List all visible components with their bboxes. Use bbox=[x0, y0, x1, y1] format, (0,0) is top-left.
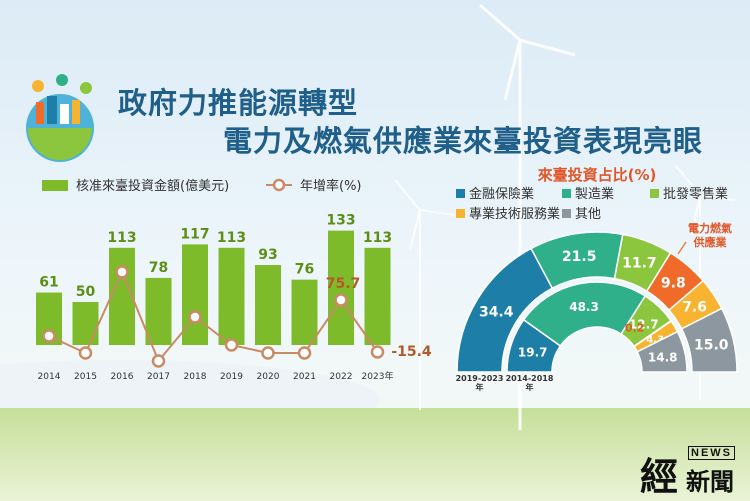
bar-2017 bbox=[145, 277, 172, 345]
x-tick-2020: 2020 bbox=[257, 372, 280, 382]
donut-legend-swatch-0 bbox=[456, 189, 465, 198]
bar-label-2017: 78 bbox=[149, 260, 168, 276]
x-tick-2017: 2017 bbox=[147, 372, 170, 382]
donut-seg-label-1-5: 14.8 bbox=[648, 350, 678, 364]
donut-seg-label-1-0: 19.7 bbox=[518, 345, 548, 359]
donut-legend-swatch-1 bbox=[562, 189, 571, 198]
callout-bracket bbox=[677, 241, 687, 255]
bar-label-2016: 113 bbox=[107, 230, 136, 246]
bar-2015 bbox=[72, 302, 99, 345]
donut-seg-label-1-3: 0.2 bbox=[625, 322, 645, 335]
donut-seg-label-0-2: 11.7 bbox=[622, 255, 657, 271]
donut-seg-label-1-4: 4.3 bbox=[646, 335, 664, 346]
rate-marker-2021 bbox=[297, 346, 312, 360]
bar-label-2022: 133 bbox=[326, 213, 355, 229]
bar-label-2023年: 113 bbox=[363, 230, 392, 246]
donut-seg-label-0-3: 9.8 bbox=[661, 276, 686, 292]
rate-label-2023: -15.4 bbox=[391, 344, 432, 360]
rate-marker-2019 bbox=[224, 338, 239, 352]
bar-2022 bbox=[328, 230, 354, 345]
rate-marker-2017 bbox=[151, 354, 166, 368]
donut-title: 來臺投資占比(%) bbox=[538, 166, 657, 184]
ring-label-1-line1: 2014-2018 bbox=[506, 374, 554, 383]
title-line-1: 政府力推能源轉型 bbox=[118, 86, 359, 120]
donut-seg-1-1 bbox=[522, 281, 647, 347]
callout-line1: 電力燃氣 bbox=[688, 221, 732, 235]
donut-seg-label-0-0: 34.4 bbox=[479, 305, 514, 321]
rate-line bbox=[48, 269, 379, 363]
logo-main-char: 經 bbox=[640, 454, 679, 499]
donut-seg-1-5 bbox=[636, 330, 688, 373]
ring-label-1-line2: 年 bbox=[526, 382, 534, 392]
donut-seg-label-0-1: 21.5 bbox=[562, 249, 597, 265]
legend-swatch-bars bbox=[42, 180, 68, 191]
donut-legend-swatch-3 bbox=[456, 209, 465, 218]
logo-sub-text: 新聞 bbox=[686, 467, 734, 496]
donut-legend-label-1: 製造業 bbox=[575, 186, 614, 202]
bar-label-2019: 113 bbox=[217, 230, 246, 246]
rate-marker-2016 bbox=[115, 265, 129, 279]
rate-marker-2015 bbox=[78, 346, 93, 360]
rate-marker-2023年 bbox=[370, 345, 385, 359]
legend-label-bars: 核准來臺投資金額(億美元) bbox=[76, 178, 229, 194]
news-logo: 經 NEWS 新聞 bbox=[640, 440, 745, 499]
bar-2020 bbox=[255, 265, 281, 345]
rate-marker-2014 bbox=[42, 329, 56, 343]
ring-label-0-line2: 年 bbox=[476, 382, 484, 392]
x-tick-2014: 2014 bbox=[38, 372, 61, 382]
donut-legend-label-2: 批發零售業 bbox=[663, 186, 728, 202]
globe-city-icon bbox=[26, 74, 94, 162]
bar-label-2015: 50 bbox=[76, 284, 96, 300]
x-tick-2022: 2022 bbox=[330, 372, 353, 382]
x-tick-2023年: 2023年 bbox=[362, 370, 394, 382]
callout-line2: 供應業 bbox=[693, 235, 728, 249]
x-tick-2021: 2021 bbox=[293, 372, 316, 382]
donut-seg-label-0-4: 7.6 bbox=[682, 300, 707, 316]
legend-swatch-rate-marker bbox=[272, 178, 286, 192]
donut-legend-swatch-2 bbox=[650, 189, 659, 198]
rate-marker-2020 bbox=[261, 346, 275, 360]
donut-seg-label-1-2: 12.7 bbox=[629, 317, 659, 331]
ring-label-0-line1: 2019-2023 bbox=[456, 374, 504, 383]
bar-2018 bbox=[182, 244, 208, 345]
title-line-2: 電力及燃氣供應業來臺投資表現亮眼 bbox=[223, 124, 704, 158]
bar-label-2021: 76 bbox=[295, 262, 314, 278]
donut-legend-label-0: 金融保險業 bbox=[469, 186, 534, 202]
bar-2023年 bbox=[364, 247, 391, 345]
x-tick-2015: 2015 bbox=[74, 372, 97, 382]
x-tick-2016: 2016 bbox=[111, 372, 134, 382]
rate-label-2022: 75.7 bbox=[326, 276, 361, 292]
bar-2019 bbox=[218, 247, 245, 345]
donut-legend-label-4: 其他 bbox=[575, 207, 601, 222]
bar-label-2014: 61 bbox=[39, 275, 58, 291]
rate-marker-2022 bbox=[334, 293, 348, 307]
bar-label-2020: 93 bbox=[258, 247, 277, 263]
donut-seg-0-5 bbox=[680, 307, 738, 373]
donut-legend-swatch-4 bbox=[562, 209, 571, 218]
bar-2016 bbox=[109, 247, 135, 345]
bar-2021 bbox=[291, 279, 318, 345]
x-tick-2018: 2018 bbox=[184, 372, 207, 382]
logo-news-tag: NEWS bbox=[688, 446, 735, 460]
legend-label-rate: 年增率(%) bbox=[300, 178, 362, 194]
bar-chart: 核准來臺投資金額(億美元) 年增率(%) 61 2014 50 2015 113 2016 78… bbox=[36, 178, 432, 382]
donut-legend-label-3: 專業技術服務業 bbox=[469, 206, 560, 222]
x-tick-2019: 2019 bbox=[220, 372, 243, 382]
donut-seg-label-1-1: 48.3 bbox=[569, 300, 599, 314]
donut-seg-label-0-5: 15.0 bbox=[694, 338, 729, 354]
bar-label-2018: 117 bbox=[180, 226, 209, 242]
rate-marker-2018 bbox=[188, 310, 202, 324]
